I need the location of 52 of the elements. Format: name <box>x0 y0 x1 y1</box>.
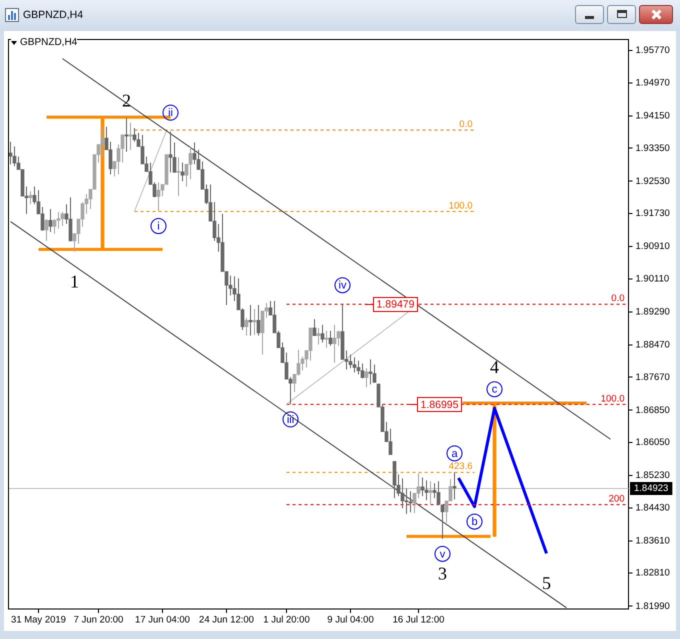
chart-subtitle: GBPNZD,H4 <box>20 37 78 49</box>
y-tick-label: 1.89290 <box>636 306 670 318</box>
candlestick <box>368 358 372 385</box>
annotation: 4 <box>490 356 499 377</box>
series-label: 0.0 <box>611 293 624 304</box>
annotation: iv <box>338 280 347 292</box>
annotation: i <box>157 220 160 233</box>
chart-title: GBPNZD,H4 <box>23 8 84 22</box>
annotation: b <box>471 516 478 528</box>
x-tick-label: 17 Jun 04:00 <box>135 614 190 626</box>
y-tick-label: 1.93350 <box>636 142 670 154</box>
annotation: ii <box>168 107 173 120</box>
y-tick-label: 1.94970 <box>636 77 670 88</box>
y-tick-label: 1.81990 <box>636 600 670 612</box>
x-tick-label: 16 Jul 12:00 <box>392 614 444 626</box>
x-tick-label: 9 Jul 04:00 <box>327 614 374 626</box>
ref-line-label: 1.84923 <box>634 483 668 494</box>
annotation: v <box>440 548 446 560</box>
y-tick-label: 1.83610 <box>636 535 670 546</box>
x-tick-label: 31 May 2019 <box>11 614 66 626</box>
series-label: 0.0 <box>459 118 472 130</box>
y-tick-label: 1.88470 <box>636 340 670 351</box>
candlestick <box>248 304 252 336</box>
y-tick-label: 1.84430 <box>636 502 670 514</box>
y-tick-label: 1.82810 <box>636 568 670 579</box>
annotation: iii <box>286 414 294 426</box>
y-tick-label: 1.95770 <box>636 45 670 56</box>
series-label: 100.0 <box>600 393 624 404</box>
series-label: 200 <box>608 493 624 504</box>
y-tick-label: 1.90110 <box>636 273 670 284</box>
series-label: 100.0 <box>448 200 472 212</box>
candlestick <box>428 480 432 505</box>
annotation: 1 <box>70 272 79 292</box>
annotation: c <box>492 384 498 396</box>
candlestick <box>252 308 256 336</box>
y-tick-label: 1.85230 <box>636 470 670 482</box>
y-tick-label: 1.87670 <box>636 372 670 383</box>
y-tick-label: 1.86050 <box>636 437 670 448</box>
x-tick-label: 24 Jun 12:00 <box>199 614 254 626</box>
candlestick <box>424 480 428 501</box>
y-tick-label: 1.91730 <box>636 208 670 220</box>
candlestick <box>452 472 456 500</box>
annotation: a <box>451 448 458 460</box>
x-tick-label: 1 Jul 20:00 <box>263 614 310 626</box>
y-tick-label: 1.94150 <box>636 110 670 122</box>
y-tick-label: 1.92530 <box>636 176 670 187</box>
x-tick-label: 7 Jun 20:00 <box>74 614 124 626</box>
annotation: 5 <box>542 573 551 594</box>
y-tick-label: 1.86850 <box>636 404 670 416</box>
series-label: 423.6 <box>448 461 472 472</box>
annotation: 3 <box>438 564 447 584</box>
y-tick-label: 1.90910 <box>636 241 670 252</box>
